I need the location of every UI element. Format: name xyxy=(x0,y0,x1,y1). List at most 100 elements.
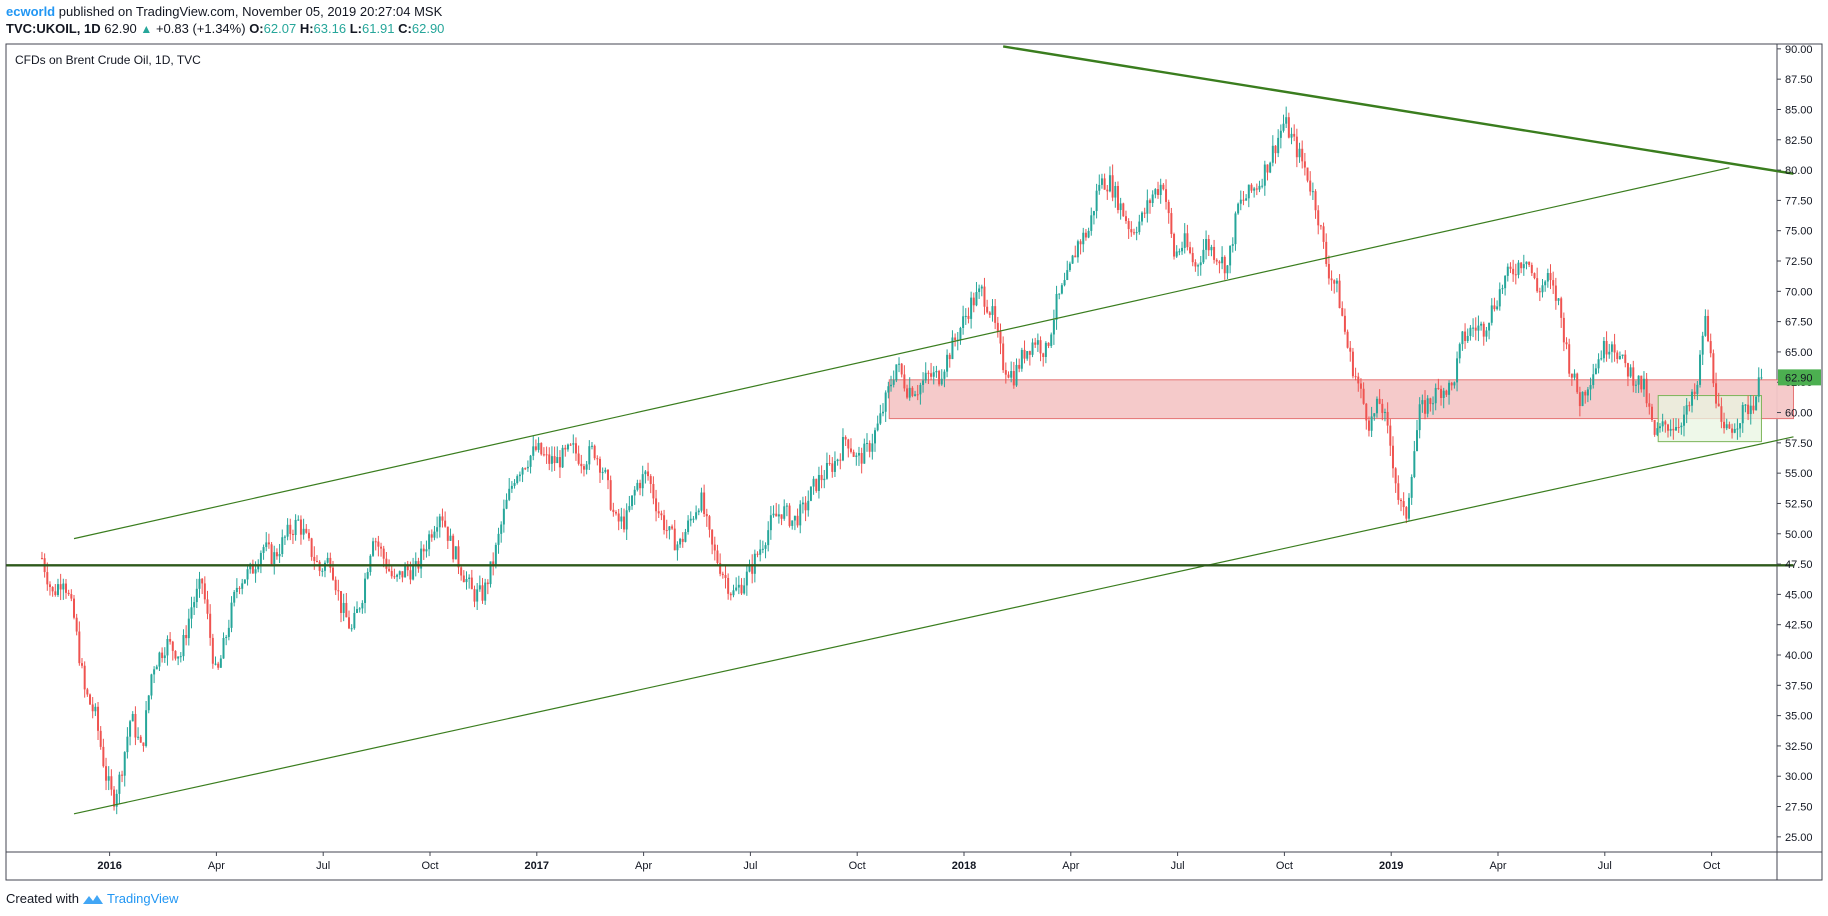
candle-body xyxy=(1725,424,1728,429)
candle-body xyxy=(825,462,828,479)
candle-body xyxy=(788,505,791,526)
candle-body xyxy=(1245,198,1248,201)
candle-body xyxy=(342,602,345,613)
candle-body xyxy=(1434,387,1437,404)
candle-body xyxy=(420,548,423,569)
candle-body xyxy=(1066,270,1069,281)
candle-body xyxy=(556,457,559,464)
author-link[interactable]: ecworld xyxy=(6,4,56,19)
candle-body xyxy=(233,592,236,603)
candle-body xyxy=(1135,232,1138,234)
candle-body xyxy=(1303,161,1306,168)
candle-body xyxy=(1090,215,1093,231)
resistance-descending[interactable] xyxy=(1002,45,1794,175)
candle-body xyxy=(1621,354,1624,356)
time-axis[interactable]: 2016 Apr Jul Oct 2017 Apr Jul Oct 2018 Apr Jul Oct 2… xyxy=(97,852,1720,872)
candle-body xyxy=(1151,194,1154,204)
candle-body xyxy=(267,542,270,545)
candle-body xyxy=(310,538,313,557)
candle-body xyxy=(142,742,145,746)
candle-body xyxy=(110,776,113,790)
candle-body xyxy=(1461,331,1464,345)
candle-body xyxy=(996,322,999,332)
candle-body xyxy=(257,565,260,570)
candle-body xyxy=(1317,210,1320,226)
candle-body xyxy=(289,524,292,534)
candle-body xyxy=(796,515,799,526)
candle-body xyxy=(1100,178,1103,185)
candle-body xyxy=(1207,239,1210,251)
candle-body xyxy=(254,569,257,574)
open-value: 62.07 xyxy=(263,21,297,36)
candle-body xyxy=(1691,391,1694,406)
candle-body xyxy=(999,331,1002,344)
candle-body xyxy=(1618,355,1621,360)
candle-body xyxy=(732,590,735,596)
candle-body xyxy=(444,520,447,527)
candle-body xyxy=(1047,342,1050,346)
candle-body xyxy=(462,575,465,583)
candle-body xyxy=(871,443,874,452)
candle-body xyxy=(1736,428,1739,430)
candle-body xyxy=(502,508,505,525)
candle-body xyxy=(409,570,412,580)
y-tick-label: 70.00 xyxy=(1785,286,1813,298)
channel-lower[interactable] xyxy=(73,436,1794,815)
candle-body xyxy=(1338,280,1341,309)
candle-body xyxy=(692,518,695,520)
candle-body xyxy=(48,584,51,588)
candle-body xyxy=(767,530,770,546)
candle-body xyxy=(1669,428,1672,431)
candle-body xyxy=(980,286,983,289)
candle-body xyxy=(1632,367,1635,386)
candle-body xyxy=(1213,246,1216,260)
candle-body xyxy=(1295,136,1298,158)
candle-body xyxy=(1592,374,1595,386)
candle-body xyxy=(1666,424,1669,431)
candle-body xyxy=(406,565,409,571)
candle-body xyxy=(860,453,863,464)
candle-body xyxy=(428,534,431,550)
candle-body xyxy=(906,388,909,398)
candle-body xyxy=(684,531,687,542)
candle-body xyxy=(401,571,404,578)
candle-body xyxy=(190,607,193,619)
candle-body xyxy=(153,669,156,675)
candle-body xyxy=(1290,133,1293,138)
price-axis[interactable]: 25.00 27.50 30.00 32.50 35.00 37.50 40.00 42.50… xyxy=(1777,44,1813,844)
candle-body xyxy=(1039,340,1042,354)
candle-body xyxy=(572,443,575,445)
candle-body xyxy=(187,618,190,639)
candle-body xyxy=(724,575,727,578)
candle-body xyxy=(831,463,834,472)
candle-body xyxy=(1448,382,1451,395)
candle-body xyxy=(943,371,946,379)
candle-body xyxy=(775,513,778,517)
candle-body xyxy=(1103,178,1106,190)
published-text: published on TradingView.com, November 0… xyxy=(58,4,443,19)
candle-body xyxy=(86,689,89,695)
candle-body xyxy=(954,337,957,341)
channel-upper[interactable] xyxy=(73,167,1730,540)
candle-body xyxy=(1677,427,1680,429)
candles-layer xyxy=(40,106,1763,815)
candle-body xyxy=(924,372,927,381)
candle-body xyxy=(1322,226,1325,242)
candle-body xyxy=(1528,261,1531,265)
candle-body xyxy=(569,444,572,446)
candle-body xyxy=(593,445,596,459)
candle-body xyxy=(847,439,850,449)
candle-body xyxy=(56,584,59,595)
candle-body xyxy=(1181,247,1184,252)
candle-body xyxy=(1042,353,1045,357)
tradingview-brand-link[interactable]: TradingView xyxy=(106,891,179,906)
candle-body xyxy=(113,789,116,807)
candle-body xyxy=(211,637,214,664)
candle-body xyxy=(1509,266,1512,269)
candle-body xyxy=(1111,175,1114,198)
candle-body xyxy=(1693,391,1696,394)
y-tick-label: 52.50 xyxy=(1785,498,1813,510)
candle-body xyxy=(262,547,265,553)
candle-body xyxy=(1106,189,1109,192)
